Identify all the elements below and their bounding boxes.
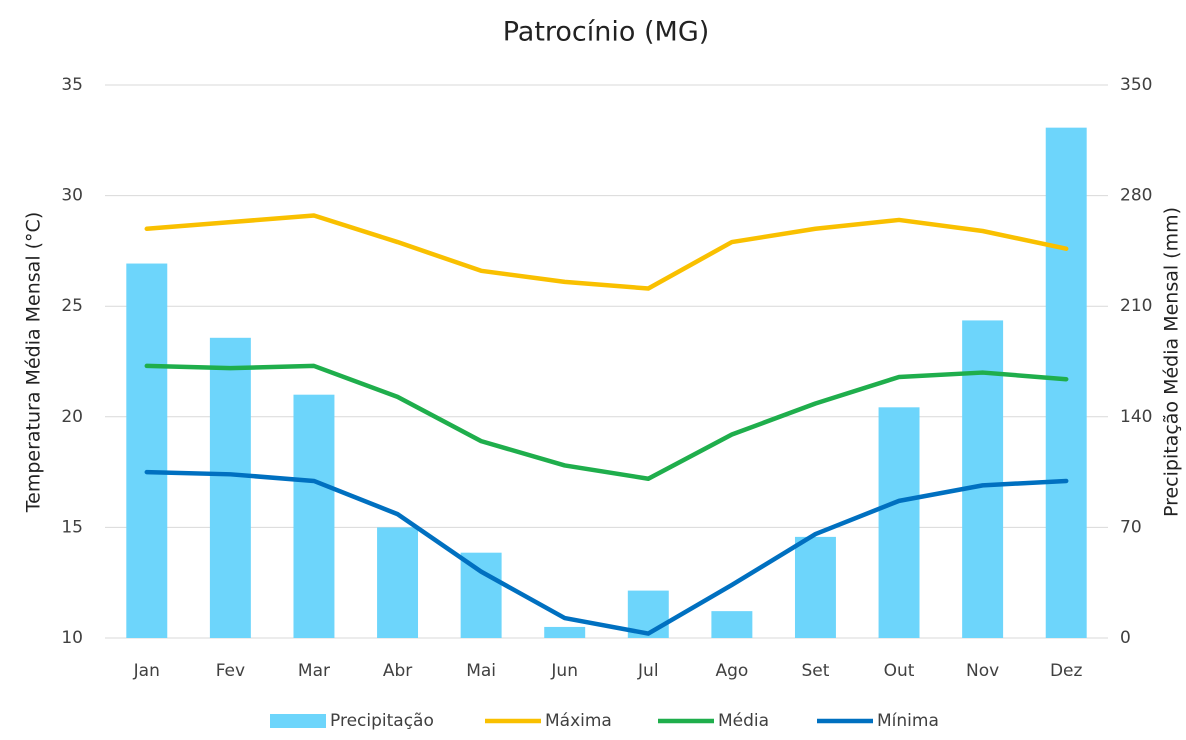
x-tick-label: Mai — [466, 661, 496, 681]
bar — [126, 263, 168, 638]
x-tick-label: Jun — [550, 661, 578, 681]
line — [144, 469, 1069, 636]
y2-axis-title: Precipitação Média Mensal (mm) — [1161, 207, 1183, 517]
y-tick-label: 10 — [61, 628, 83, 648]
y-tick-label: 25 — [61, 296, 83, 316]
y2-tick-label: 0 — [1120, 628, 1131, 648]
legend-label: Mínima — [877, 711, 939, 731]
legend-swatch — [270, 714, 326, 728]
bar — [293, 394, 335, 638]
y2-tick-label: 280 — [1120, 186, 1152, 206]
x-tick-label: Set — [801, 661, 829, 681]
bar — [377, 527, 419, 638]
bar — [711, 611, 753, 638]
line — [144, 213, 1069, 291]
x-tick-label: Mar — [298, 661, 330, 681]
line — [144, 363, 1069, 481]
y-tick-label: 35 — [61, 75, 83, 95]
x-tick-label: Jan — [133, 661, 160, 681]
bar — [1045, 127, 1087, 638]
legend-label: Precipitação — [330, 711, 434, 731]
x-tick-label: Jul — [637, 661, 659, 681]
bar — [460, 552, 502, 638]
chart-title: Patrocínio (MG) — [503, 17, 710, 48]
y2-tick-label: 350 — [1120, 75, 1152, 95]
x-tick-label: Ago — [715, 661, 748, 681]
x-tick-label: Dez — [1050, 661, 1083, 681]
bar — [794, 536, 836, 638]
x-tick-label: Out — [884, 661, 915, 681]
y-tick-label: 20 — [61, 407, 83, 427]
bar — [878, 407, 920, 638]
y2-tick-label: 140 — [1120, 407, 1152, 427]
bar — [544, 626, 586, 638]
y2-tick-label: 210 — [1120, 296, 1152, 316]
y-tick-label: 15 — [61, 517, 83, 537]
bar — [209, 337, 251, 638]
x-tick-label: Fev — [216, 661, 245, 681]
y-tick-label: 30 — [61, 186, 83, 206]
y2-tick-label: 70 — [1120, 517, 1142, 537]
x-tick-label: Nov — [966, 661, 999, 681]
legend-label: Máxima — [545, 711, 612, 731]
x-tick-label: Abr — [383, 661, 412, 681]
bar — [962, 320, 1004, 638]
legend-label: Média — [718, 711, 769, 731]
y-axis-title: Temperatura Média Mensal (°C) — [23, 212, 45, 513]
